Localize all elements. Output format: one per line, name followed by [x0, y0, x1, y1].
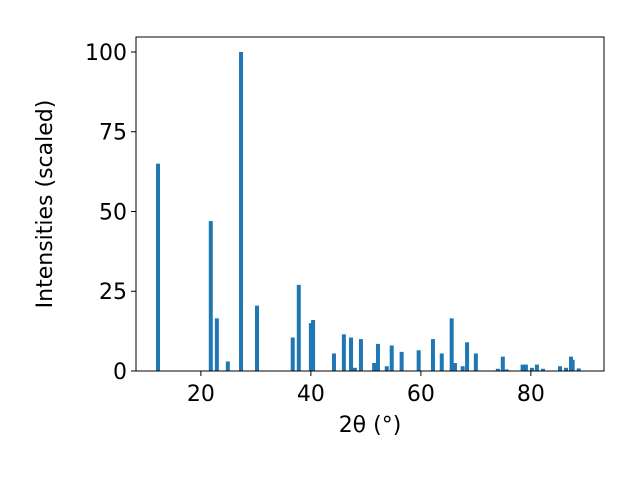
bar — [576, 368, 581, 371]
bar — [449, 318, 454, 371]
bar — [308, 323, 313, 371]
bar — [439, 353, 444, 371]
bar — [504, 369, 509, 371]
bar — [465, 342, 470, 371]
x-axis-label: 2θ (°) — [339, 413, 402, 438]
bar — [500, 356, 505, 371]
bar — [214, 318, 219, 371]
bar — [352, 367, 357, 371]
y-tick-label: 25 — [99, 280, 127, 305]
bar — [389, 345, 394, 371]
bar — [331, 353, 336, 371]
x-tick-label: 80 — [517, 382, 545, 407]
bar — [570, 359, 575, 371]
y-axis-label: Intensities (scaled) — [33, 100, 58, 309]
bar — [534, 364, 539, 371]
bar — [564, 367, 569, 371]
bar — [460, 366, 465, 371]
bar — [239, 51, 244, 371]
bar — [399, 351, 404, 371]
bar — [520, 364, 525, 371]
x-tick-label: 40 — [297, 382, 325, 407]
bar — [155, 163, 160, 371]
bar — [311, 319, 316, 371]
y-tick-label: 75 — [99, 121, 127, 146]
bar — [208, 221, 213, 371]
bar — [254, 305, 259, 371]
bar — [523, 364, 528, 371]
bar — [372, 363, 377, 371]
bar — [341, 334, 346, 371]
x-tick-label: 60 — [407, 382, 435, 407]
bar — [384, 366, 389, 371]
x-tick-label: 20 — [187, 382, 215, 407]
bar — [430, 339, 435, 371]
bar — [558, 366, 563, 371]
bar — [296, 284, 301, 371]
y-tick-label: 50 — [99, 200, 127, 225]
bar — [495, 368, 500, 371]
y-tick-label: 100 — [85, 41, 127, 66]
bar — [540, 368, 545, 371]
plot-frame — [135, 36, 605, 372]
bar — [529, 367, 534, 371]
bar — [349, 337, 354, 371]
bar — [290, 337, 295, 371]
bar — [416, 350, 421, 371]
y-tick-label: 0 — [113, 360, 127, 385]
bar — [225, 361, 230, 371]
bar — [452, 363, 457, 371]
bar — [375, 343, 380, 371]
bar — [473, 353, 478, 371]
bar — [358, 339, 363, 371]
